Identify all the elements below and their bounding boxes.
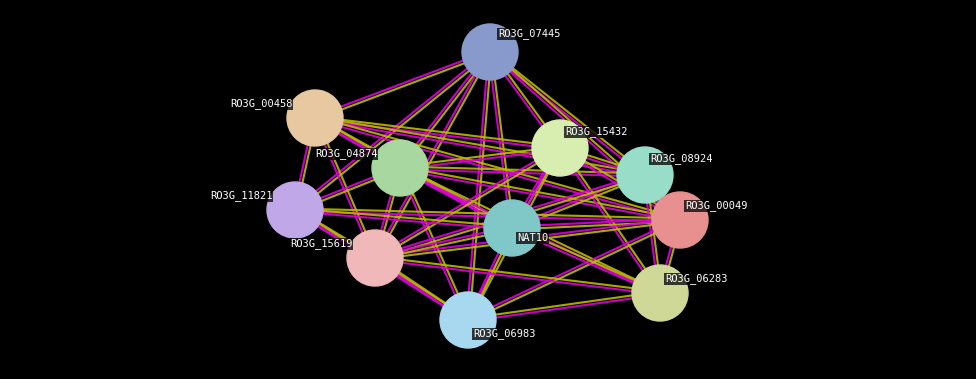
Text: RO3G_07445: RO3G_07445 xyxy=(498,28,560,39)
Text: RO3G_06983: RO3G_06983 xyxy=(473,329,536,340)
Circle shape xyxy=(347,230,403,286)
Text: RO3G_11821: RO3G_11821 xyxy=(210,191,272,202)
Text: RO3G_08924: RO3G_08924 xyxy=(650,153,712,164)
Circle shape xyxy=(632,265,688,321)
Circle shape xyxy=(617,147,673,203)
Circle shape xyxy=(287,90,343,146)
Circle shape xyxy=(267,182,323,238)
Text: RO3G_00049: RO3G_00049 xyxy=(685,200,748,211)
Circle shape xyxy=(532,120,588,176)
Circle shape xyxy=(652,192,708,248)
Text: RO3G_15619: RO3G_15619 xyxy=(290,238,352,249)
Text: NAT10: NAT10 xyxy=(517,233,549,243)
Circle shape xyxy=(484,200,540,256)
Text: RO3G_04874: RO3G_04874 xyxy=(315,149,378,160)
Circle shape xyxy=(440,292,496,348)
Text: RO3G_06283: RO3G_06283 xyxy=(665,274,727,285)
Circle shape xyxy=(372,140,428,196)
Circle shape xyxy=(462,24,518,80)
Text: RO3G_00458: RO3G_00458 xyxy=(230,99,293,110)
Text: RO3G_15432: RO3G_15432 xyxy=(565,127,628,138)
